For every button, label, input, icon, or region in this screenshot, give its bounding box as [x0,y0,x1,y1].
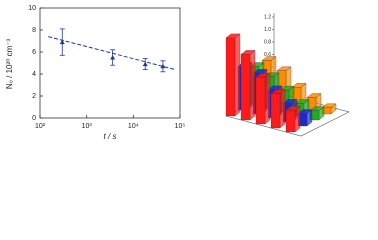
x-tick-label: 10³ [82,123,93,130]
y-tick-label: 10 [28,5,36,12]
bar-front [270,93,281,129]
bar [270,89,286,129]
figure: t / s N₀ / 10²⁰ cm⁻³ 0 2 4 6 8 10 10² 10³ 10⁴ 10⁵… [0,0,378,144]
bar [297,109,313,127]
bar [240,50,256,121]
y-tick-label: 2 [32,93,36,100]
x-axis-label: t / s [104,132,117,141]
bar [285,105,301,133]
y-tick-label: 8 [32,27,36,34]
bar-front [225,37,236,117]
bar-top [291,83,307,88]
bar-top [240,50,256,55]
x-tick-label: 10⁴ [128,123,139,130]
page: {"chart_data":[ {"type":"line","x_label"… [0,0,378,144]
bar-side [234,33,241,117]
bar-top [267,85,283,91]
bar-top [279,85,295,91]
bar-side [264,72,271,125]
x-tick-label: 10² [35,123,46,130]
bar [321,103,337,115]
background [0,0,378,144]
point [59,39,65,45]
bar-top [225,33,241,39]
z-tick-label: 0.6 [264,52,271,58]
bar-top [252,69,268,74]
bar-top [297,109,313,114]
z-tick-label: 1.0 [264,27,271,33]
bar-front [240,54,251,121]
z-tick-label: 0.8 [264,39,271,45]
bar-top [309,106,325,111]
bar [306,93,322,111]
point [160,63,166,69]
bar-top [285,105,301,111]
bar-top [282,99,298,104]
bar [255,72,271,125]
bar-front [255,76,266,125]
bar-top [255,72,271,78]
bar-top [261,56,277,61]
bar-side [279,89,286,129]
bar [309,106,325,121]
y-tick-label: 0 [32,115,36,122]
plot-frame [39,7,181,119]
y-tick-label: 4 [32,71,36,78]
bar-side [249,50,256,121]
bar-top [306,93,322,98]
x-tick-label: 10⁵ [175,123,186,130]
bar-side [294,105,301,133]
fit-line [48,36,176,71]
bar-front [285,109,296,133]
bar-top [276,66,292,71]
point [110,55,116,60]
y-axis-label: N₀ / 10²⁰ cm⁻³ [5,39,14,90]
bar-top [321,103,337,108]
point [142,61,148,67]
bar [225,33,241,117]
y-tick-label: 6 [32,49,36,56]
bar-top [294,99,310,104]
bar-top [270,89,286,94]
z-tick-label: 1.2 [264,14,271,20]
